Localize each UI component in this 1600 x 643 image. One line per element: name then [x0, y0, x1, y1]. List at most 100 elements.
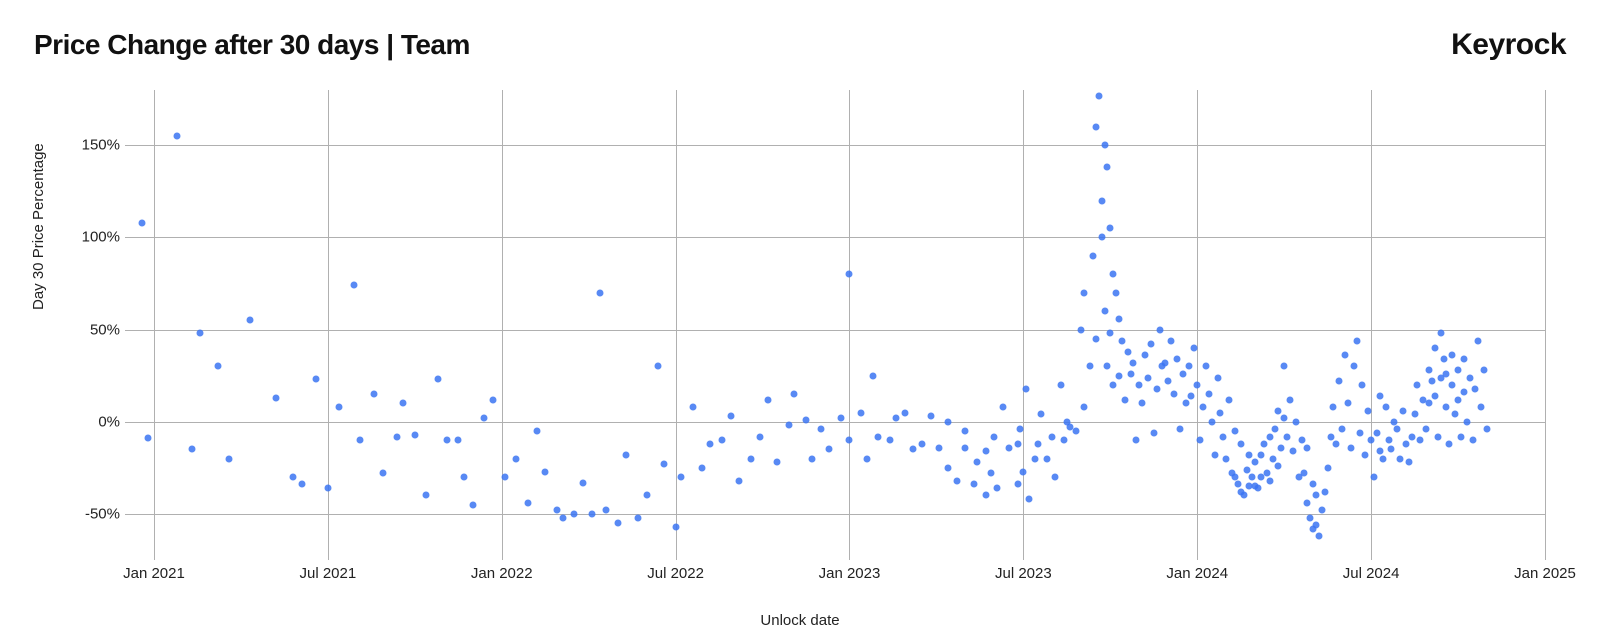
scatter-point [1205, 391, 1212, 398]
scatter-point [139, 219, 146, 226]
grid-line-v [1545, 90, 1546, 560]
scatter-point [226, 455, 233, 462]
scatter-point [1330, 404, 1337, 411]
scatter-point [1231, 474, 1238, 481]
grid-line-h [125, 330, 1545, 331]
scatter-point [1446, 440, 1453, 447]
scatter-point [423, 492, 430, 499]
grid-line-v [502, 90, 503, 560]
scatter-point [974, 459, 981, 466]
scatter-point [1437, 330, 1444, 337]
scatter-point [1089, 252, 1096, 259]
scatter-point [1226, 396, 1233, 403]
scatter-point [1417, 437, 1424, 444]
scatter-point [875, 433, 882, 440]
scatter-point [400, 400, 407, 407]
scatter-point [246, 317, 253, 324]
scatter-point [1281, 415, 1288, 422]
y-tick-label: 150% [60, 137, 120, 154]
scatter-point [1408, 433, 1415, 440]
scatter-point [690, 404, 697, 411]
scatter-point [1188, 392, 1195, 399]
scatter-point [1217, 409, 1224, 416]
scatter-point [1333, 440, 1340, 447]
scatter-point [1431, 392, 1438, 399]
scatter-point [197, 330, 204, 337]
scatter-point [1405, 459, 1412, 466]
scatter-point [1231, 427, 1238, 434]
scatter-point [1185, 363, 1192, 370]
scatter-point [1350, 363, 1357, 370]
scatter-point [1301, 470, 1308, 477]
scatter-point [1336, 378, 1343, 385]
scatter-point [1460, 356, 1467, 363]
scatter-point [1081, 404, 1088, 411]
scatter-point [1428, 378, 1435, 385]
scatter-plot [125, 90, 1545, 560]
scatter-point [1052, 474, 1059, 481]
scatter-point [1118, 337, 1125, 344]
scatter-point [1200, 404, 1207, 411]
scatter-point [1252, 459, 1259, 466]
scatter-point [1214, 374, 1221, 381]
grid-line-h [125, 237, 1545, 238]
scatter-point [655, 363, 662, 370]
scatter-point [1286, 396, 1293, 403]
scatter-point [1443, 404, 1450, 411]
scatter-point [1379, 455, 1386, 462]
scatter-point [1107, 330, 1114, 337]
scatter-point [1133, 437, 1140, 444]
scatter-point [1481, 367, 1488, 374]
scatter-point [791, 391, 798, 398]
grid-line-v [1197, 90, 1198, 560]
scatter-point [579, 479, 586, 486]
scatter-point [1339, 426, 1346, 433]
scatter-point [1371, 474, 1378, 481]
scatter-point [1263, 470, 1270, 477]
scatter-point [1478, 404, 1485, 411]
scatter-point [869, 372, 876, 379]
scatter-point [559, 514, 566, 521]
grid-line-v [1023, 90, 1024, 560]
scatter-point [774, 459, 781, 466]
scatter-point [936, 444, 943, 451]
scatter-point [988, 470, 995, 477]
scatter-point [1426, 367, 1433, 374]
scatter-point [1220, 433, 1227, 440]
scatter-point [1434, 433, 1441, 440]
scatter-point [1110, 381, 1117, 388]
grid-line-h [125, 145, 1545, 146]
x-tick-label: Jan 2023 [819, 565, 881, 582]
scatter-point [490, 396, 497, 403]
grid-line-v [154, 90, 155, 560]
scatter-point [1460, 389, 1467, 396]
scatter-point [533, 427, 540, 434]
scatter-point [411, 431, 418, 438]
scatter-point [634, 514, 641, 521]
scatter-point [643, 492, 650, 499]
scatter-point [1060, 437, 1067, 444]
scatter-point [1411, 411, 1418, 418]
x-tick-label: Jan 2025 [1514, 565, 1576, 582]
scatter-point [1318, 507, 1325, 514]
scatter-point [1156, 326, 1163, 333]
scatter-point [1373, 429, 1380, 436]
scatter-point [1484, 426, 1491, 433]
scatter-point [371, 391, 378, 398]
scatter-point [892, 415, 899, 422]
scatter-point [571, 510, 578, 517]
scatter-point [1469, 437, 1476, 444]
scatter-point [1043, 455, 1050, 462]
scatter-point [1020, 468, 1027, 475]
scatter-point [1394, 426, 1401, 433]
scatter-point [1072, 427, 1079, 434]
scatter-point [501, 474, 508, 481]
scatter-point [1315, 533, 1322, 540]
scatter-point [698, 464, 705, 471]
scatter-point [1298, 437, 1305, 444]
scatter-point [962, 444, 969, 451]
scatter-point [313, 376, 320, 383]
scatter-point [1194, 381, 1201, 388]
scatter-point [1388, 446, 1395, 453]
scatter-point [1440, 356, 1447, 363]
